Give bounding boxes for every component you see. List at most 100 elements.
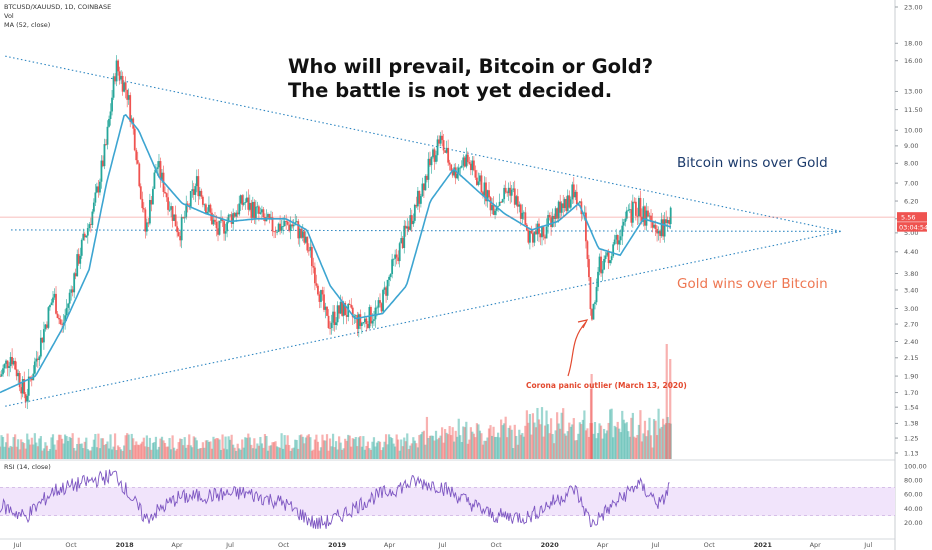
volume-bar — [466, 443, 469, 459]
volume-bar — [392, 443, 395, 459]
volume-bar — [316, 441, 320, 459]
candle-body — [61, 324, 63, 325]
candle-body — [516, 196, 519, 207]
candle-body — [389, 274, 392, 277]
candle-body — [52, 297, 54, 303]
volume-bar — [569, 426, 572, 459]
volume-bar — [289, 450, 292, 459]
volume-bar — [126, 433, 129, 459]
volume-bar — [619, 432, 622, 459]
volume-bar — [62, 443, 65, 459]
volume-bar — [503, 423, 506, 459]
volume-bar — [406, 433, 409, 459]
volume-bar — [397, 439, 400, 459]
volume-bar — [336, 449, 339, 459]
volume-bar — [182, 445, 185, 459]
volume-bar — [76, 443, 79, 459]
volume-bar — [107, 448, 111, 459]
volume-bar — [45, 445, 49, 459]
candle-body — [421, 183, 424, 197]
candle-body — [65, 307, 68, 316]
candle-body — [30, 378, 33, 381]
candle-body — [533, 231, 536, 243]
volume-bar — [345, 440, 348, 459]
candle-body — [380, 303, 383, 312]
candle-body — [23, 379, 26, 395]
volume-bar — [448, 426, 451, 459]
candle-body — [606, 252, 609, 256]
volume-bar — [621, 410, 624, 459]
volume-bar — [312, 449, 315, 459]
volume-bar — [596, 433, 600, 459]
volume-bar — [578, 422, 581, 459]
candle-body — [439, 135, 442, 144]
volume-bar — [33, 433, 36, 459]
candle-body — [273, 231, 275, 233]
candle-body — [73, 273, 76, 293]
volume-bar — [375, 442, 379, 459]
volume-bar — [366, 441, 369, 459]
candle-body — [607, 252, 610, 264]
volume-bar — [168, 437, 171, 459]
price-tick-label: 9.00 — [904, 142, 918, 150]
volume-bar — [86, 449, 89, 459]
candle-body — [474, 170, 477, 178]
candle-body — [400, 238, 403, 244]
volume-bar — [571, 424, 574, 459]
volume-bar — [658, 428, 662, 459]
candle-body — [536, 223, 539, 235]
volume-bar — [586, 428, 589, 459]
candle-body — [189, 191, 192, 207]
candle-body — [551, 215, 554, 227]
candle-body — [350, 304, 353, 308]
volume-bar — [631, 412, 634, 459]
volume-bar — [235, 450, 238, 459]
volume-bar — [341, 449, 344, 459]
volume-bar — [374, 446, 377, 459]
candle-body — [476, 177, 478, 185]
candle-body — [503, 187, 506, 200]
candle-body — [2, 368, 4, 375]
candle-body — [327, 315, 330, 329]
volume-bar — [221, 434, 224, 459]
volume-bar — [421, 431, 424, 459]
volume-bar — [490, 435, 494, 459]
candle-body — [105, 144, 107, 145]
volume-bar — [113, 433, 117, 459]
volume-bar — [23, 443, 26, 459]
candle-body — [282, 226, 285, 227]
candle-body — [49, 305, 51, 308]
volume-bar — [487, 428, 491, 459]
candle-body — [638, 197, 640, 217]
volume-bar — [253, 438, 256, 459]
candle-body — [424, 175, 427, 191]
candle-body — [74, 273, 77, 277]
corona-arrow — [567, 319, 589, 377]
candle-body — [619, 236, 622, 241]
ma-legend: MA (52, close) — [4, 21, 51, 29]
volume-bar — [439, 435, 442, 459]
volume-bar — [469, 427, 472, 459]
candle-body — [306, 236, 309, 251]
candle-body — [244, 202, 247, 203]
candle-body — [662, 219, 665, 237]
time-tick-label: 2021 — [754, 541, 773, 549]
volume-bar — [150, 449, 153, 459]
volume-bar — [371, 441, 374, 459]
candle-body — [571, 184, 574, 200]
volume-bar — [64, 434, 67, 459]
price-tick-label: 8.00 — [904, 160, 918, 168]
rsi-tick-label: 100.00 — [904, 462, 927, 470]
volume-bar — [563, 433, 566, 459]
volume-bar — [7, 447, 11, 459]
volume-bar — [94, 433, 97, 459]
candle-body — [91, 211, 94, 225]
volume-bar — [115, 450, 118, 459]
volume-bar — [112, 446, 115, 459]
volume-bar — [471, 431, 474, 459]
volume-bar — [173, 447, 176, 459]
volume-bar — [543, 425, 547, 459]
volume-bar — [416, 447, 419, 459]
candle-body — [344, 302, 347, 316]
